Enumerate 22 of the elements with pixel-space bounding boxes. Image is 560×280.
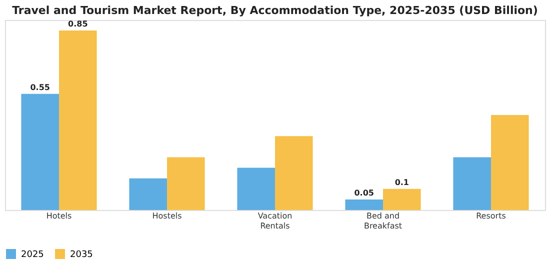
legend-label: 2035: [70, 250, 93, 260]
chart-title: Travel and Tourism Market Report, By Accommodation Type, 2025-2035 (USD Billion): [12, 4, 538, 17]
bar: [275, 136, 313, 210]
bar: [345, 199, 383, 210]
x-tick-label: Hotels: [46, 212, 72, 220]
legend-label: 2025: [21, 250, 44, 260]
x-tick-label: Resorts: [476, 212, 506, 220]
bar: [167, 157, 205, 210]
data-label: 0.85: [68, 20, 88, 29]
bar: [453, 157, 491, 210]
bar: [129, 178, 167, 210]
data-label: 0.55: [30, 82, 50, 92]
data-label: 0.05: [354, 188, 374, 198]
bar: [491, 115, 529, 210]
bar: [383, 188, 421, 210]
bar: [59, 30, 97, 210]
x-tick-label: Vacation Rentals: [258, 212, 292, 230]
x-tick-label: Bed and Breakfast: [364, 212, 402, 230]
data-label: 0.1: [394, 178, 410, 187]
bar: [237, 168, 275, 210]
x-tick-label: Hostels: [152, 212, 182, 220]
bar: [21, 94, 59, 210]
